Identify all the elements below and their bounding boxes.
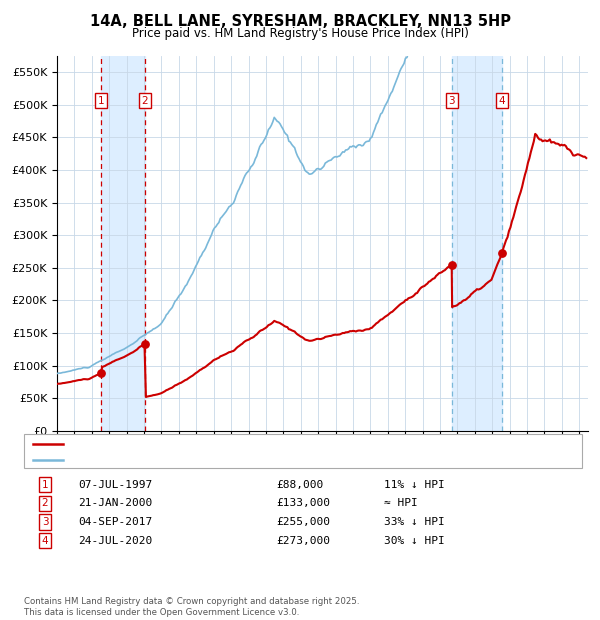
Text: ≈ HPI: ≈ HPI [384, 498, 418, 508]
Text: 11% ↓ HPI: 11% ↓ HPI [384, 480, 445, 490]
Text: 1: 1 [98, 96, 104, 106]
Bar [101, 56, 145, 431]
Text: 2: 2 [142, 96, 148, 106]
Text: £255,000: £255,000 [276, 517, 330, 527]
Text: Contains HM Land Registry data © Crown copyright and database right 2025.
This d: Contains HM Land Registry data © Crown c… [24, 598, 359, 617]
Text: 1: 1 [41, 480, 49, 490]
Text: 14A, BELL LANE, SYRESHAM, BRACKLEY, NN13 5HP (detached house): 14A, BELL LANE, SYRESHAM, BRACKLEY, NN13… [68, 439, 413, 450]
Point [447, 260, 457, 270]
Text: HPI: Average price, detached house, West Northamptonshire: HPI: Average price, detached house, West… [68, 454, 370, 464]
Text: 14A, BELL LANE, SYRESHAM, BRACKLEY, NN13 5HP: 14A, BELL LANE, SYRESHAM, BRACKLEY, NN13… [89, 14, 511, 29]
Text: £273,000: £273,000 [276, 536, 330, 546]
Text: 3: 3 [41, 517, 49, 527]
Bar [452, 56, 502, 431]
Text: 4: 4 [41, 536, 49, 546]
Text: £88,000: £88,000 [276, 480, 323, 490]
Text: 33% ↓ HPI: 33% ↓ HPI [384, 517, 445, 527]
Text: £133,000: £133,000 [276, 498, 330, 508]
Text: 3: 3 [448, 96, 455, 106]
Point [96, 368, 106, 378]
Text: 24-JUL-2020: 24-JUL-2020 [78, 536, 152, 546]
Text: 07-JUL-1997: 07-JUL-1997 [78, 480, 152, 490]
Text: 04-SEP-2017: 04-SEP-2017 [78, 517, 152, 527]
Text: Price paid vs. HM Land Registry's House Price Index (HPI): Price paid vs. HM Land Registry's House … [131, 27, 469, 40]
Point [140, 339, 150, 349]
Text: 30% ↓ HPI: 30% ↓ HPI [384, 536, 445, 546]
Point [497, 248, 507, 258]
Text: 21-JAN-2000: 21-JAN-2000 [78, 498, 152, 508]
Text: 2: 2 [41, 498, 49, 508]
Text: 4: 4 [499, 96, 505, 106]
